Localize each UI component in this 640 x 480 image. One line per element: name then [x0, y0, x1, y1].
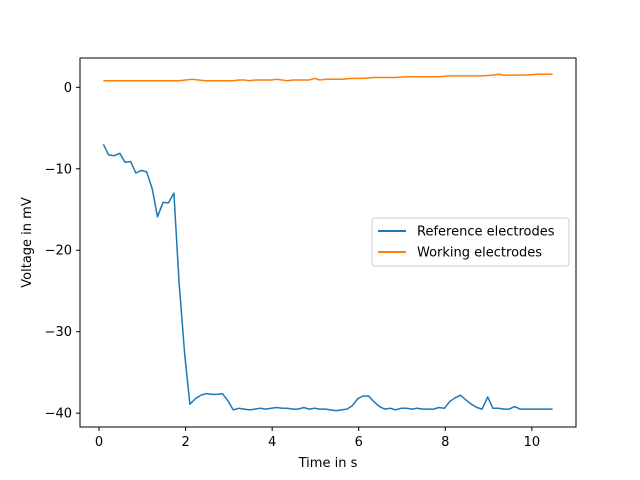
plot-area — [79, 57, 577, 428]
series-line-working-electrodes — [103, 73, 553, 82]
x-tick-label: 8 — [441, 435, 449, 450]
y-axis-label: Voltage in mV — [20, 197, 35, 288]
x-tick-label: 4 — [268, 435, 276, 450]
legend-label-working-electrodes: Working electrodes — [417, 246, 542, 261]
x-tick-label: 2 — [181, 435, 189, 450]
y-tick-label: −20 — [45, 244, 72, 259]
series-line-reference-electrodes — [102, 143, 553, 412]
x-tick-label: 6 — [355, 435, 363, 450]
y-tick-label: −30 — [45, 325, 72, 340]
x-axis-label: Time in s — [298, 456, 358, 471]
legend-box — [371, 217, 570, 267]
x-tick-label: 0 — [95, 435, 103, 450]
x-tick-label: 10 — [524, 435, 541, 450]
legend-label-reference-electrodes: Reference electrodes — [417, 225, 555, 240]
y-tick-label: −40 — [45, 407, 72, 422]
axes-frame — [79, 57, 577, 428]
y-tick-label: −10 — [45, 162, 72, 177]
x-axis-ticks: 0 2 4 6 8 10 — [95, 427, 540, 450]
series-lines — [102, 73, 553, 412]
y-tick-label: 0 — [64, 81, 72, 96]
legend: Reference electrodes Working electrodes — [371, 217, 570, 267]
y-axis-ticks: 0 −10 −20 −30 −40 — [45, 81, 80, 422]
